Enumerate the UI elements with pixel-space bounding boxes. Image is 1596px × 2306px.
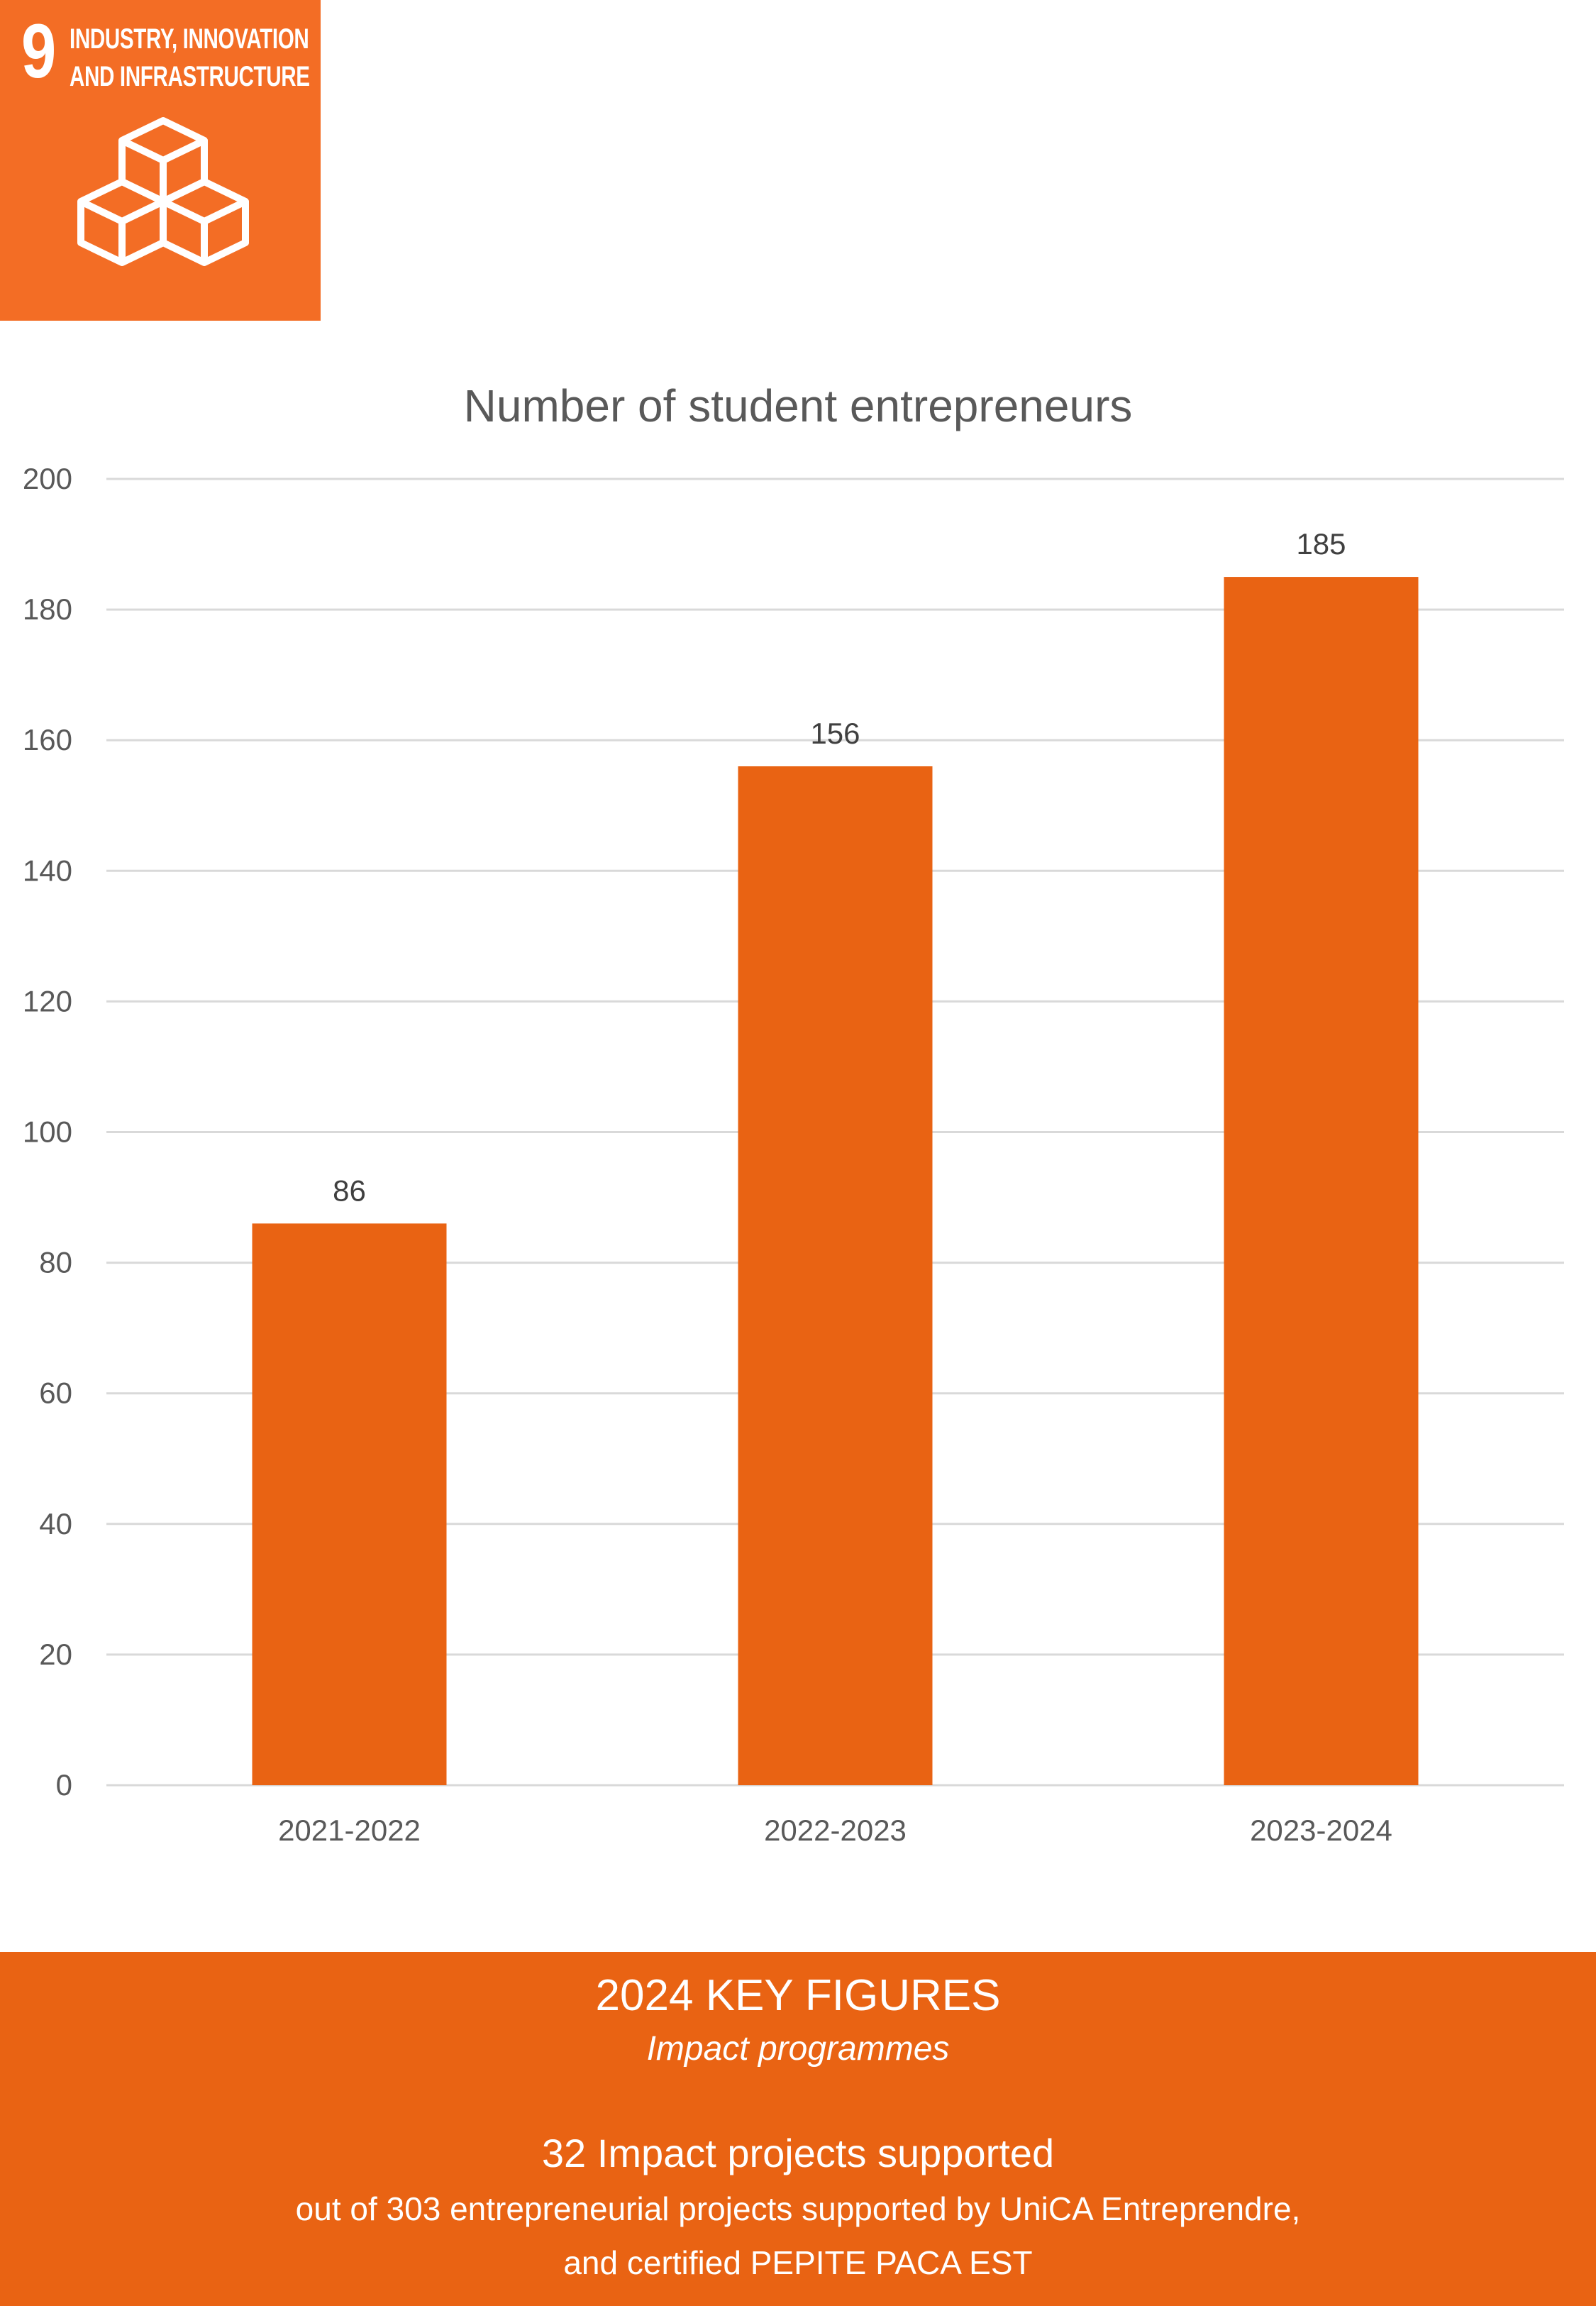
bar-chart: Number of student entrepreneurs 0 20 40 60 8…: [23, 380, 1564, 1847]
projects-detail-line2: and certified PEPITE PACA EST: [563, 2244, 1033, 2281]
sdg-number: 9: [21, 8, 56, 94]
sdg-title-line1: INDUSTRY, INNOVATION: [70, 23, 309, 55]
y-tick-label: 20: [39, 1638, 72, 1671]
key-figures-subheading: Impact programmes: [646, 2030, 950, 2068]
projects-detail-line1: out of 303 entrepreneurial projects supp…: [295, 2190, 1301, 2227]
y-tick-label: 160: [23, 723, 72, 756]
x-tick-label: 2023-2024: [1250, 1814, 1392, 1847]
y-axis-tick-labels: 0 20 40 60 80 100 120 140 160 180 200: [23, 462, 72, 1802]
data-label: 185: [1296, 527, 1346, 561]
y-tick-label: 100: [23, 1115, 72, 1149]
bar: [738, 766, 933, 1785]
y-tick-label: 200: [23, 462, 72, 495]
y-tick-label: 80: [39, 1246, 72, 1279]
x-axis-tick-labels: 2021-2022 2022-2023 2023-2024: [278, 1814, 1392, 1847]
data-labels: 86 156 185: [333, 527, 1346, 1207]
y-tick-label: 40: [39, 1507, 72, 1540]
x-tick-label: 2021-2022: [278, 1814, 421, 1847]
data-label: 156: [810, 717, 860, 750]
y-tick-label: 120: [23, 984, 72, 1017]
key-figures-heading: 2024 KEY FIGURES: [595, 1971, 1001, 2020]
y-tick-label: 60: [39, 1377, 72, 1410]
bar: [252, 1223, 447, 1785]
chart-title: Number of student entrepreneurs: [464, 380, 1133, 431]
bars: [252, 577, 1419, 1786]
sdg-title-line2: AND INFRASTRUCTURE: [70, 61, 310, 92]
stacked-cubes-icon: [71, 114, 255, 298]
key-figures-banner: 2024 KEY FIGURES Impact programmes 32 Im…: [0, 1952, 1596, 2306]
y-tick-label: 0: [56, 1768, 72, 1802]
data-label: 86: [333, 1174, 366, 1207]
sdg-badge: 9 INDUSTRY, INNOVATION AND INFRASTRUCTUR…: [0, 0, 321, 321]
y-tick-label: 180: [23, 592, 72, 626]
x-tick-label: 2022-2023: [764, 1814, 907, 1847]
impact-projects-stat: 32 Impact projects supported: [541, 2131, 1055, 2175]
y-tick-label: 140: [23, 854, 72, 887]
bar: [1224, 577, 1419, 1786]
